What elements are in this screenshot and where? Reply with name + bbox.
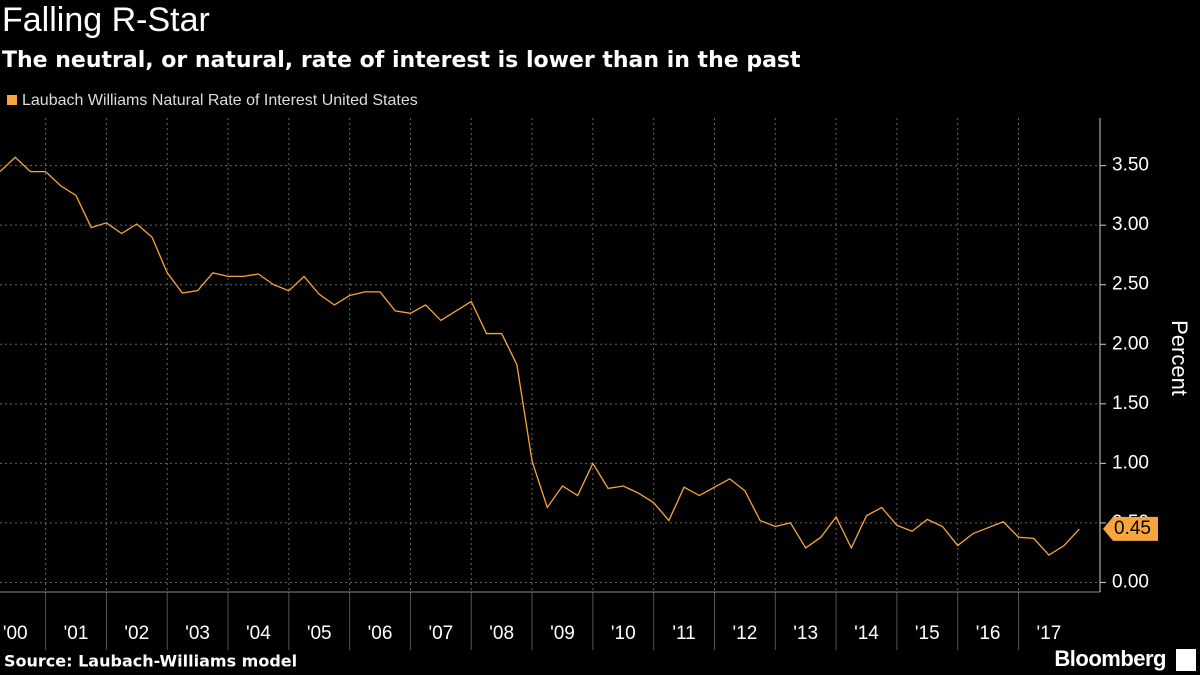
- y-tick-label: 2.50: [1112, 274, 1149, 295]
- y-tick-label: 3.00: [1112, 214, 1149, 235]
- x-tick-label: '02: [124, 623, 149, 644]
- source: Source: Laubach-Williams model: [4, 652, 297, 671]
- y-tick-label: 0.00: [1112, 571, 1149, 592]
- y-tick-label: 1.00: [1112, 452, 1149, 473]
- x-tick-label: '17: [1037, 623, 1062, 644]
- x-tick-label: '06: [368, 623, 393, 644]
- x-tick-label: '13: [793, 623, 818, 644]
- line: [0, 156, 1080, 556]
- x-tick-label: '08: [489, 623, 514, 644]
- x-tick-label: '15: [915, 623, 940, 644]
- x-tick-label: '01: [64, 623, 89, 644]
- x-tick-label: '11: [672, 623, 695, 644]
- x-tick-label: '14: [854, 623, 879, 644]
- x-tick-label: '03: [185, 623, 210, 644]
- y-tick-label: 2.00: [1112, 333, 1149, 354]
- chart-subtitle: The neutral, or natural, rate of interes…: [2, 48, 801, 73]
- x-tick-label: '05: [307, 623, 332, 644]
- y-axis-label: Percent: [1167, 320, 1192, 396]
- last-value-label: 0.45: [1114, 518, 1151, 539]
- last-value-tag: [1103, 516, 1158, 541]
- legend-label: Laubach Williams Natural Rate of Interes…: [22, 92, 418, 109]
- x-tick-label: '12: [733, 623, 758, 644]
- brand: Bloomberg: [1054, 646, 1166, 671]
- x-tick-label: '00: [3, 623, 28, 644]
- x-tick-label: '07: [428, 623, 453, 644]
- y-tick-label: 3.50: [1112, 155, 1149, 176]
- chart-title: Falling R-Star: [2, 1, 210, 39]
- legend-swatch: [7, 95, 17, 105]
- x-tick-label: '09: [550, 623, 575, 644]
- x-tick-label: '04: [246, 623, 271, 644]
- x-tick-label: '10: [611, 623, 636, 644]
- brand-icon: [1176, 649, 1196, 671]
- x-tick-label: '16: [976, 623, 1001, 644]
- y-tick-label: 1.50: [1112, 393, 1149, 414]
